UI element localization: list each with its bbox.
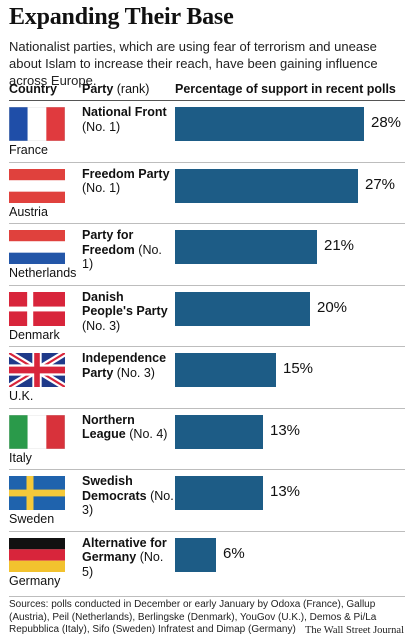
publisher-credit: The Wall Street Journal [305, 625, 404, 636]
party-name: Northern League [82, 412, 135, 442]
row-divider [9, 223, 405, 224]
uk-flag-icon [9, 353, 65, 387]
value-label: 27% [365, 175, 396, 193]
italy-flag-icon [9, 414, 65, 449]
party-label: Alternative for Germany (No. 5) [82, 536, 174, 580]
party-rank: (No. 3) [116, 365, 155, 380]
column-header-party-label: Party [82, 82, 114, 96]
party-rank: (No. 1) [82, 119, 121, 134]
party-name: Alternative for Germany [82, 535, 167, 565]
column-header-party-suffix: (rank) [116, 82, 150, 96]
country-label: France [9, 143, 48, 157]
country-label: Italy [9, 450, 32, 465]
party-name: Freedom Party [82, 166, 170, 181]
party-name: Swedish Democrats [82, 474, 147, 503]
germany-flag-icon [9, 537, 65, 572]
austria-flag-icon [9, 168, 65, 203]
party-name: Party for Freedom [82, 228, 135, 257]
party-label: Independence Party (No. 3) [82, 351, 174, 380]
party-label: National Front (No. 1) [82, 105, 174, 134]
chart-subtitle: Nationalist parties, which are using fea… [9, 39, 378, 88]
party-label: Northern League (No. 4) [82, 413, 174, 442]
value-label: 28% [371, 114, 402, 131]
party-rank: (No. 1) [82, 242, 162, 272]
footer-divider [9, 596, 405, 597]
value-label: 13% [270, 483, 301, 500]
row-divider [9, 469, 405, 470]
sweden-flag-icon [9, 476, 65, 510]
row-divider [9, 161, 405, 163]
netherlands-flag-icon [9, 230, 65, 264]
country-label: Netherlands [9, 266, 77, 280]
party-rank: (No. 3) [82, 488, 174, 518]
country-label: Austria [9, 204, 48, 219]
bar-france [175, 107, 364, 141]
row-divider [9, 530, 405, 532]
party-label: Danish People's Party (No. 3) [82, 290, 174, 334]
column-header-party: Party (rank) [82, 82, 149, 96]
party-name: National Front [82, 105, 167, 119]
chart-title: Expanding Their Base [9, 4, 234, 30]
country-label: Sweden [9, 512, 55, 526]
denmark-flag-icon [9, 291, 65, 326]
row-divider [9, 284, 405, 286]
party-rank: (No. 3) [82, 318, 121, 333]
party-rank: (No. 5) [82, 550, 164, 579]
value-label: 21% [324, 237, 355, 254]
country-label: Denmark [9, 327, 60, 342]
bar-denmark [175, 291, 310, 326]
column-header-percentage: Percentage of support in recent polls [175, 82, 396, 96]
party-label: Swedish Democrats (No. 3) [82, 474, 174, 518]
country-label: U.K. [9, 389, 34, 403]
party-name: Independence Party [82, 351, 167, 380]
party-label: Freedom Party (No. 1) [82, 167, 174, 196]
bar-sweden [175, 476, 263, 510]
party-rank: (No. 4) [129, 427, 168, 441]
value-label: 15% [283, 360, 314, 377]
bar-netherlands [175, 230, 317, 264]
header-divider [9, 100, 405, 101]
bar-italy [175, 414, 263, 449]
value-label: 20% [317, 298, 348, 316]
row-divider [9, 346, 405, 347]
party-label: Party for Freedom (No. 1) [82, 228, 174, 272]
sources-note: Sources: polls conducted in December or … [9, 599, 377, 635]
bar-austria [175, 168, 358, 203]
value-label: 6% [223, 544, 245, 562]
value-label: 13% [270, 421, 301, 439]
bar-germany [175, 537, 216, 572]
party-rank: (No. 1) [82, 181, 121, 195]
country-label: Germany [9, 573, 61, 588]
row-divider [9, 407, 405, 409]
column-header-country: Country [9, 82, 57, 96]
party-name: Danish People's Party [82, 289, 168, 319]
bar-uk [175, 353, 276, 387]
france-flag-icon [9, 107, 65, 141]
